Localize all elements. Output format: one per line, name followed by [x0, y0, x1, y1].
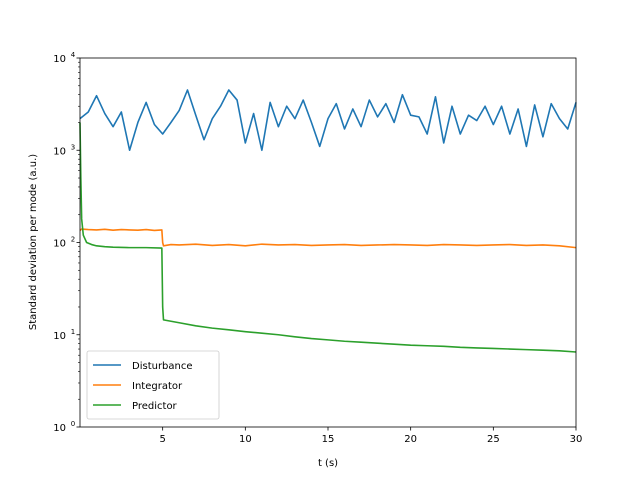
x-tick-label: 10	[239, 434, 252, 445]
legend-box	[86, 350, 220, 420]
x-tick-label: 25	[487, 434, 500, 445]
legend-label: Integrator	[132, 381, 183, 392]
y-tick-label: 10	[53, 54, 66, 65]
y-tick-exponent: 0	[71, 420, 75, 428]
series-line-predictor	[79, 122, 577, 353]
y-tick-exponent: 4	[71, 51, 76, 59]
y-tick-label: 10	[53, 239, 66, 250]
y-tick-exponent: 2	[71, 236, 75, 244]
plot-area	[79, 89, 577, 353]
legend-label: Disturbance	[132, 361, 193, 372]
y-tick-exponent: 1	[71, 328, 75, 336]
x-axis: 5 10 15 20 25 30	[159, 427, 582, 445]
legend-label: Predictor	[132, 401, 178, 412]
series-line-integrator	[79, 228, 577, 249]
y-axis-label: Standard deviation per mode (a.u.)	[28, 154, 39, 330]
x-tick-label: 5	[159, 434, 165, 445]
y-axis: 10 0 10 1 10 2 10 3 10 4	[53, 51, 80, 434]
y-tick-exponent: 3	[71, 143, 75, 151]
y-tick-label: 10	[53, 331, 66, 342]
series-line-disturbance	[79, 89, 577, 152]
legend: Disturbance Integrator Predictor	[86, 350, 220, 420]
x-tick-label: 30	[570, 434, 583, 445]
y-tick-label: 10	[53, 423, 66, 434]
x-tick-label: 15	[322, 434, 335, 445]
x-tick-label: 20	[404, 434, 417, 445]
y-tick-label: 10	[53, 146, 66, 157]
x-axis-label: t (s)	[318, 458, 338, 469]
